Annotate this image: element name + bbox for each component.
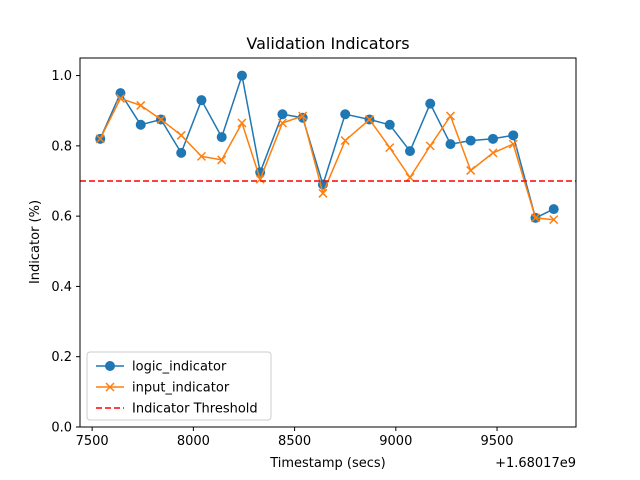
x-tick-label: 9000 — [379, 434, 412, 449]
data-point-input_indicator — [115, 93, 126, 103]
data-point-logic_indicator — [277, 109, 288, 120]
plot-area — [80, 70, 576, 225]
x-tick-label: 9500 — [480, 434, 513, 449]
data-point-input_indicator — [364, 114, 375, 125]
data-point-input_indicator — [445, 111, 456, 121]
data-point-input_indicator — [488, 148, 498, 158]
y-tick-label: 0.0 — [51, 421, 72, 436]
y-tick-label: 0.8 — [51, 139, 72, 154]
legend-label: Indicator Threshold — [132, 402, 258, 417]
data-point-logic_indicator — [548, 204, 559, 215]
data-point-input_indicator — [237, 118, 247, 128]
legend-label: input_indicator — [132, 381, 230, 396]
data-point-input_indicator — [176, 130, 186, 140]
data-point-logic_indicator — [236, 70, 247, 81]
x-tick-label: 7500 — [76, 434, 109, 449]
data-point-input_indicator — [277, 118, 287, 128]
data-point-logic_indicator — [404, 146, 415, 157]
legend-marker — [105, 361, 115, 371]
data-point-logic_indicator — [508, 130, 519, 141]
x-axis-offset-label: +1.68017e9 — [495, 456, 576, 471]
data-point-input_indicator — [530, 213, 541, 223]
x-axis-title: Timestamp (secs) — [269, 456, 386, 471]
y-tick-label: 0.4 — [51, 280, 72, 295]
data-point-logic_indicator — [176, 147, 187, 158]
y-tick-label: 1.0 — [51, 69, 72, 84]
y-tick-label: 0.6 — [51, 210, 72, 225]
y-axis: 0.0 0.2 0.4 0.6 0.8 1.0 — [51, 69, 80, 436]
data-point-logic_indicator — [487, 133, 498, 144]
data-point-logic_indicator — [465, 135, 476, 146]
legend-entry: Indicator Threshold — [96, 402, 258, 417]
y-axis-title: Indicator (%) — [28, 200, 43, 284]
data-point-logic_indicator — [216, 132, 227, 143]
legend-entry: input_indicator — [96, 381, 230, 396]
data-point-logic_indicator — [384, 119, 395, 130]
data-point-input_indicator — [255, 174, 265, 184]
data-point-logic_indicator — [445, 139, 456, 150]
data-point-input_indicator — [340, 136, 350, 146]
legend-label: logic_indicator — [132, 360, 227, 375]
data-point-input_indicator — [425, 141, 435, 151]
x-tick-label: 8500 — [278, 434, 311, 449]
data-point-logic_indicator — [135, 119, 146, 130]
data-point-input_indicator — [196, 151, 206, 161]
data-point-input_indicator — [136, 100, 146, 110]
legend: logic_indicator input_indicator Indicator … — [86, 351, 272, 421]
data-point-input_indicator — [298, 111, 308, 121]
data-point-input_indicator — [466, 165, 476, 175]
legend-marker — [105, 382, 115, 392]
data-point-input_indicator — [385, 143, 395, 153]
data-point-input_indicator — [156, 114, 166, 125]
x-axis: 7500 8000 8500 9000 9500 — [76, 427, 514, 449]
data-point-input_indicator — [217, 155, 227, 165]
legend-frame — [86, 351, 272, 421]
data-point-input_indicator — [508, 139, 518, 149]
data-point-input_indicator — [549, 215, 559, 225]
plot-frame — [79, 57, 577, 428]
data-point-input_indicator — [405, 172, 415, 183]
data-point-logic_indicator — [340, 109, 351, 120]
y-tick-label: 0.2 — [51, 350, 72, 365]
legend-entry: logic_indicator — [96, 360, 227, 375]
data-point-input_indicator — [95, 134, 105, 144]
data-point-input_indicator — [318, 188, 328, 198]
data-point-logic_indicator — [425, 98, 436, 109]
x-tick-label: 8000 — [177, 434, 210, 449]
chart-title: Validation Indicators — [246, 34, 409, 53]
data-point-logic_indicator — [196, 95, 207, 106]
